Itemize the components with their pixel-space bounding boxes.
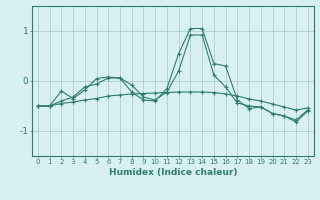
X-axis label: Humidex (Indice chaleur): Humidex (Indice chaleur) [108,168,237,177]
